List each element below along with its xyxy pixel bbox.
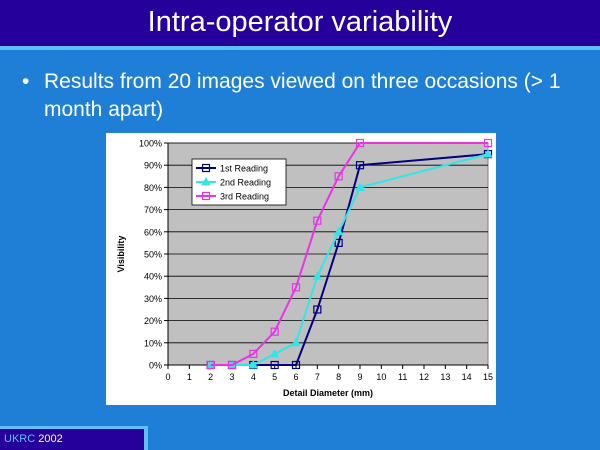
data-point-series-3: [334, 172, 343, 181]
data-point-series-2: [312, 271, 323, 280]
footer-label: UKRC 2002: [4, 433, 63, 445]
x-tick-label: 3: [229, 372, 234, 382]
legend-label: 2nd Reading: [220, 178, 271, 188]
legend-marker: [201, 176, 211, 186]
x-tick-label: 9: [357, 372, 362, 382]
chart-container: 0% 10% 20% 30% 40% 50% 60% 70% 80% 90% 100% 0 1 2 3 4 5 6…: [106, 133, 496, 405]
data-point-series-3: [227, 360, 237, 370]
x-tick-label: 4: [251, 372, 256, 382]
y-tick-label: 50%: [144, 250, 162, 260]
data-point-series-2: [483, 149, 493, 158]
y-axis-title: Visibility: [116, 236, 126, 273]
data-point-series-1: [313, 305, 322, 314]
data-point-series-1: [334, 238, 343, 248]
x-tick-label: 5: [272, 372, 277, 382]
legend-marker: [201, 163, 211, 173]
data-point-series-3: [270, 327, 279, 336]
data-point-series-2: [333, 226, 344, 236]
data-point-series-3: [206, 360, 215, 370]
x-tick-label: 10: [376, 372, 386, 382]
x-tick-label: 11: [398, 372, 407, 382]
slide-title: Intra-operator variability: [0, 0, 600, 46]
data-point-series-1: [355, 161, 365, 170]
y-tick-label: 60%: [144, 227, 162, 237]
data-point-series-3: [483, 138, 493, 148]
y-tick-label: 90%: [144, 161, 162, 171]
data-point-series-2: [355, 182, 365, 191]
y-tick-label: 20%: [144, 316, 162, 326]
x-tick-label: 14: [462, 372, 472, 382]
footer-year: 2002: [38, 433, 63, 445]
legend-label: 1st Reading: [220, 164, 268, 174]
y-tick-label: 10%: [144, 338, 162, 348]
data-point-series-2: [291, 337, 301, 347]
x-axis-title: Detail Diameter (mm): [283, 388, 373, 398]
y-tick-label: 70%: [144, 205, 162, 215]
footer-brand: UKRC: [4, 433, 36, 445]
data-point-series-3: [291, 283, 301, 292]
x-tick-label: 2: [208, 372, 213, 382]
x-tick-label: 13: [440, 372, 450, 382]
x-tick-label: 15: [483, 372, 493, 382]
data-point-series-3: [249, 349, 258, 358]
legend-marker: [201, 191, 211, 201]
x-tick-label: 6: [293, 372, 298, 382]
y-tick-label: 40%: [144, 272, 162, 282]
bullet-symbol: •: [22, 70, 30, 93]
y-tick-label: 0%: [149, 361, 162, 371]
data-point-series-3: [313, 216, 322, 225]
x-tick-label: 7: [315, 372, 320, 382]
x-tick-label: 1: [187, 372, 192, 382]
x-tick-label: 0: [165, 372, 170, 382]
data-point-series-1: [270, 360, 279, 370]
footer-divider: [144, 428, 148, 450]
x-tick-label: 12: [419, 372, 429, 382]
series-line-3: [210, 142, 488, 366]
y-tick-label: 30%: [144, 294, 162, 304]
y-tick-label: 80%: [144, 183, 162, 193]
title-divider: [0, 46, 600, 50]
footer-divider-top: [0, 426, 148, 429]
data-point-series-1: [291, 360, 301, 370]
footer-bar: [0, 429, 144, 450]
x-tick-label: 8: [336, 372, 341, 382]
bullet-text: Results from 20 images viewed on three o…: [44, 70, 561, 121]
line-chart: 0%10%20%30%40%50%60%70%80%90%100%0 1 2 3 4 5 6…: [116, 138, 493, 399]
bullet-item: • Results from 20 images viewed on three…: [22, 68, 582, 124]
data-point-series-2: [269, 348, 280, 358]
data-point-series-3: [355, 138, 365, 148]
y-tick-label: 100%: [139, 139, 162, 149]
data-point-series-2: [248, 359, 259, 369]
legend-label: 3rd Reading: [220, 192, 269, 202]
